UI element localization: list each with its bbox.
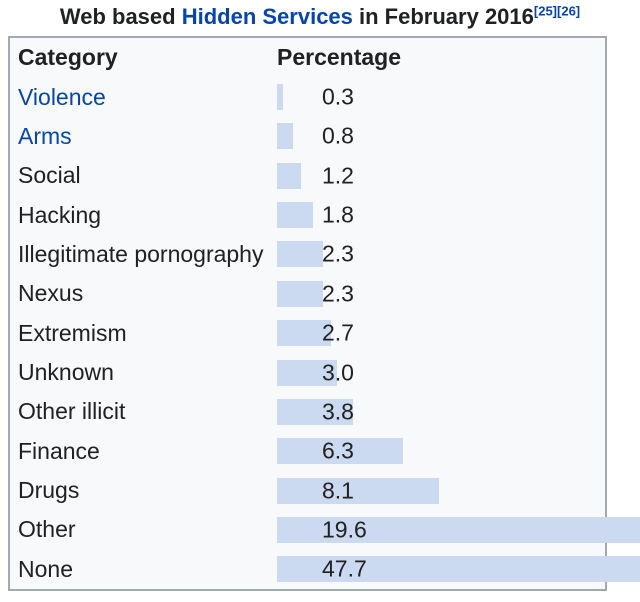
category-label: Finance — [18, 437, 100, 464]
chart-title: Web based Hidden Services in February 20… — [0, 3, 640, 31]
percentage-bar — [277, 320, 331, 347]
percentage-bar — [277, 438, 403, 465]
table-row: Illegitimate pornography 2.3 — [10, 235, 605, 274]
percentage-cell: 0.3 — [277, 77, 605, 116]
percentage-value: 2.3 — [322, 240, 354, 267]
category-cell: Other illicit — [10, 392, 277, 431]
table-row: Other 19.6 — [10, 510, 640, 549]
table-row: Violence 0.3 — [10, 77, 605, 116]
percentage-cell: 2.3 — [277, 274, 605, 313]
category-label: Social — [18, 162, 81, 189]
table-row: Social 1.2 — [10, 156, 605, 195]
percentage-bar — [277, 516, 640, 543]
percentage-bar — [277, 398, 353, 425]
table-row: None 47.7 — [10, 550, 640, 589]
table-row: Other illicit 3.8 — [10, 392, 605, 431]
percentage-cell: 3.8 — [277, 392, 605, 431]
category-label: Other illicit — [18, 398, 126, 425]
percentage-bar — [277, 84, 283, 111]
percentage-bar — [277, 123, 293, 150]
reference-link-26[interactable]: [26] — [557, 3, 581, 19]
percentage-bar — [277, 162, 301, 189]
table-row: Hacking 1.8 — [10, 195, 605, 234]
reference-sup: [25][26] — [534, 4, 580, 19]
percentage-bar — [277, 477, 439, 504]
category-label[interactable]: Arms — [18, 122, 72, 149]
category-column-header: Category — [18, 44, 118, 71]
percentage-value: 2.3 — [322, 280, 354, 307]
category-cell: Violence — [10, 77, 277, 116]
table-row: Finance 6.3 — [10, 432, 605, 471]
hidden-services-link[interactable]: Hidden Services — [181, 4, 353, 29]
percentage-bar — [277, 359, 337, 386]
percentage-value: 47.7 — [322, 555, 367, 582]
percentage-bar — [277, 280, 323, 307]
category-label: Illegitimate pornography — [18, 240, 264, 267]
percentage-cell: 19.6 — [277, 510, 640, 549]
category-label: Other — [18, 516, 76, 543]
category-cell: Drugs — [10, 471, 277, 510]
category-label: Extremism — [18, 319, 127, 346]
percentage-value: 3.8 — [322, 398, 354, 425]
table-row: Arms 0.8 — [10, 117, 605, 156]
percentage-bar — [277, 202, 313, 229]
category-cell: Other — [10, 510, 277, 549]
category-cell: Unknown — [10, 353, 277, 392]
percentage-cell: 3.0 — [277, 353, 605, 392]
percentage-cell: 2.7 — [277, 314, 605, 353]
category-label: Unknown — [18, 359, 114, 386]
percentage-cell: 8.1 — [277, 471, 605, 510]
percentage-value: 2.7 — [322, 319, 354, 346]
category-cell: Social — [10, 156, 277, 195]
percentage-column-header: Percentage — [277, 44, 402, 71]
percentage-cell: 47.7 — [277, 550, 640, 589]
category-cell: Hacking — [10, 195, 277, 234]
table-row: Nexus 2.3 — [10, 274, 605, 313]
table-row: Drugs 8.1 — [10, 471, 605, 510]
category-cell: Extremism — [10, 314, 277, 353]
percentage-value: 0.8 — [322, 122, 354, 149]
category-cell: Arms — [10, 117, 277, 156]
percentage-bar — [277, 556, 640, 583]
percentage-value: 1.2 — [322, 162, 354, 189]
title-text-after: in February 2016 — [352, 4, 534, 29]
category-cell: None — [10, 550, 277, 589]
category-cell: Finance — [10, 432, 277, 471]
percentage-value: 6.3 — [322, 437, 354, 464]
category-label[interactable]: Violence — [18, 83, 106, 110]
category-label: Hacking — [18, 201, 102, 228]
percentage-cell: 1.8 — [277, 195, 605, 234]
table-row: Extremism 2.7 — [10, 314, 605, 353]
percentage-cell: 2.3 — [277, 235, 605, 274]
percentage-cell: 6.3 — [277, 432, 605, 471]
percentage-bar — [277, 241, 323, 268]
table-row: Unknown 3.0 — [10, 353, 605, 392]
percentage-value: 3.0 — [322, 359, 354, 386]
table-header-row: Category Percentage — [10, 38, 605, 77]
reference-link-25[interactable]: [25] — [533, 3, 558, 19]
title-text-before: Web based — [59, 4, 182, 29]
category-cell: Illegitimate pornography — [10, 235, 277, 274]
percentage-value: 0.3 — [322, 83, 354, 110]
hidden-services-table: Category Percentage Violence 0.3 Arms 0.… — [8, 36, 640, 591]
category-cell: Nexus — [10, 274, 277, 313]
category-label: Nexus — [18, 280, 84, 307]
category-label: Drugs — [18, 477, 80, 504]
percentage-cell: 1.2 — [277, 156, 605, 195]
percentage-value: 8.1 — [322, 477, 354, 504]
percentage-cell: 0.8 — [277, 117, 605, 156]
percentage-value: 19.6 — [322, 516, 367, 543]
percentage-value: 1.8 — [322, 201, 354, 228]
category-label: None — [18, 555, 73, 582]
